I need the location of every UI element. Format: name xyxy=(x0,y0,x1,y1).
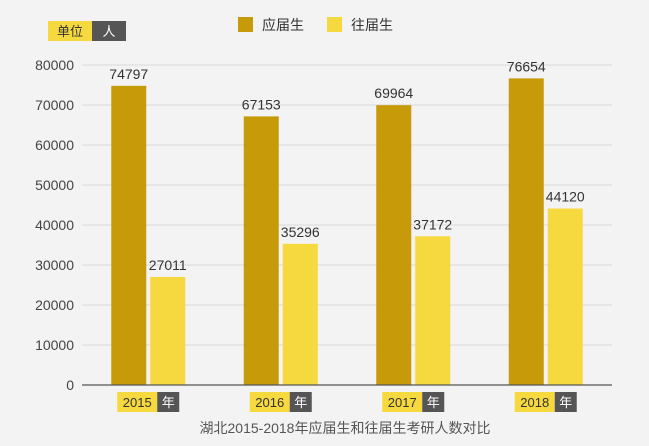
value-label: 69964 xyxy=(374,85,413,101)
bars xyxy=(111,78,583,386)
year-suffix-bg xyxy=(157,392,180,412)
value-labels: 74797 27011 67153 35296 69964 37172 76654 44120 xyxy=(109,58,585,273)
x-tick-label: 2017 xyxy=(388,395,417,410)
y-tick-label: 10000 xyxy=(35,337,74,353)
year-label-bg xyxy=(514,392,555,412)
value-label: 37172 xyxy=(413,216,452,232)
value-label: 67153 xyxy=(242,96,281,112)
value-label: 76654 xyxy=(507,58,546,74)
bar-fresh-2018 xyxy=(508,78,544,385)
unit-badge-value-bg xyxy=(92,21,126,41)
bar-repeat-2018 xyxy=(547,208,583,385)
unit-badge-value: 人 xyxy=(102,24,115,39)
y-tick-label: 20000 xyxy=(35,297,74,313)
value-label: 44120 xyxy=(546,189,585,205)
unit-badge-label: 单位 xyxy=(57,24,83,39)
legend-swatch-repeat xyxy=(327,17,342,32)
year-suffix-bg xyxy=(289,392,312,412)
x-axis-labels: 2015 年 2016 年 2017 年 2018 年 xyxy=(117,392,577,412)
legend-swatch-fresh xyxy=(238,17,253,32)
year-suffix-bg xyxy=(554,392,577,412)
y-tick-label: 80000 xyxy=(35,57,74,73)
year-suffix-label: 年 xyxy=(294,395,307,410)
y-axis-ticks: 0 10000 20000 30000 40000 50000 60000 70000 8000… xyxy=(35,57,74,393)
y-tick-label: 60000 xyxy=(35,137,74,153)
year-label-bg xyxy=(117,392,158,412)
legend-label-fresh: 应届生 xyxy=(262,17,304,33)
legend-label-repeat: 往届生 xyxy=(351,17,393,33)
year-label-bg xyxy=(249,392,290,412)
year-suffix-label: 年 xyxy=(162,395,175,410)
bar-fresh-2017 xyxy=(376,105,412,386)
year-suffix-label: 年 xyxy=(559,395,572,410)
y-tick-label: 0 xyxy=(66,377,74,393)
y-tick-label: 70000 xyxy=(35,97,74,113)
value-label: 35296 xyxy=(281,224,320,240)
bar-repeat-2016 xyxy=(282,243,318,385)
year-label-bg xyxy=(382,392,423,412)
value-label: 74797 xyxy=(109,66,148,82)
x-tick-label: 2015 xyxy=(123,395,152,410)
bar-repeat-2017 xyxy=(415,236,451,385)
x-tick-label: 2018 xyxy=(520,395,549,410)
x-tick-label: 2016 xyxy=(255,395,284,410)
y-tick-label: 40000 xyxy=(35,217,74,233)
unit-badge-label-bg xyxy=(48,21,92,41)
legend: 应届生 往届生 xyxy=(238,17,393,33)
y-tick-label: 50000 xyxy=(35,177,74,193)
year-suffix-bg xyxy=(422,392,445,412)
chart-caption: 湖北2015-2018年应届生和往届生考研人数对比 xyxy=(200,420,491,436)
bar-fresh-2016 xyxy=(243,116,279,385)
bar-repeat-2015 xyxy=(150,276,186,385)
year-suffix-label: 年 xyxy=(427,395,440,410)
value-label: 27011 xyxy=(149,257,187,273)
unit-badge: 单位 人 xyxy=(48,21,126,41)
y-tick-label: 30000 xyxy=(35,257,74,273)
bar-fresh-2015 xyxy=(111,85,147,385)
